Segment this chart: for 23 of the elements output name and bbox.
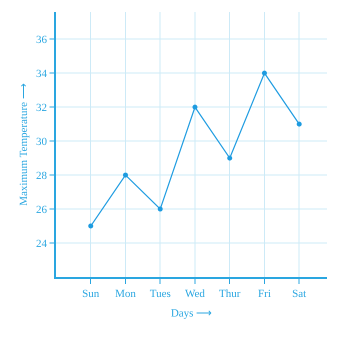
- y-tick-label: 34: [36, 68, 48, 80]
- point: [158, 206, 163, 212]
- point: [88, 224, 94, 229]
- point: [192, 104, 198, 110]
- x-tick-label: Thur: [219, 288, 241, 300]
- point: [296, 122, 302, 127]
- y-tick-label: 36: [36, 34, 48, 46]
- y-axis-title: Maximum Temperature ⟶: [18, 83, 30, 206]
- y-tick-label: 32: [36, 102, 48, 114]
- y-tick-label: 28: [36, 170, 48, 182]
- x-axis-title: Days ⟶: [170, 308, 212, 320]
- y-tick-label: 26: [36, 204, 48, 216]
- y-tick-label: 24: [36, 238, 48, 250]
- x-tick-label: Sun: [82, 288, 100, 300]
- point: [122, 172, 128, 178]
- point: [262, 70, 267, 76]
- x-tick-label: Tues: [150, 288, 171, 300]
- x-tick-label: Fri: [258, 288, 271, 300]
- x-tick-label: Sat: [292, 288, 306, 300]
- x-tick-label: Mon: [115, 288, 136, 300]
- point: [227, 156, 232, 161]
- y-tick-label: 30: [36, 136, 48, 148]
- x-tick-label: Wed: [185, 288, 206, 300]
